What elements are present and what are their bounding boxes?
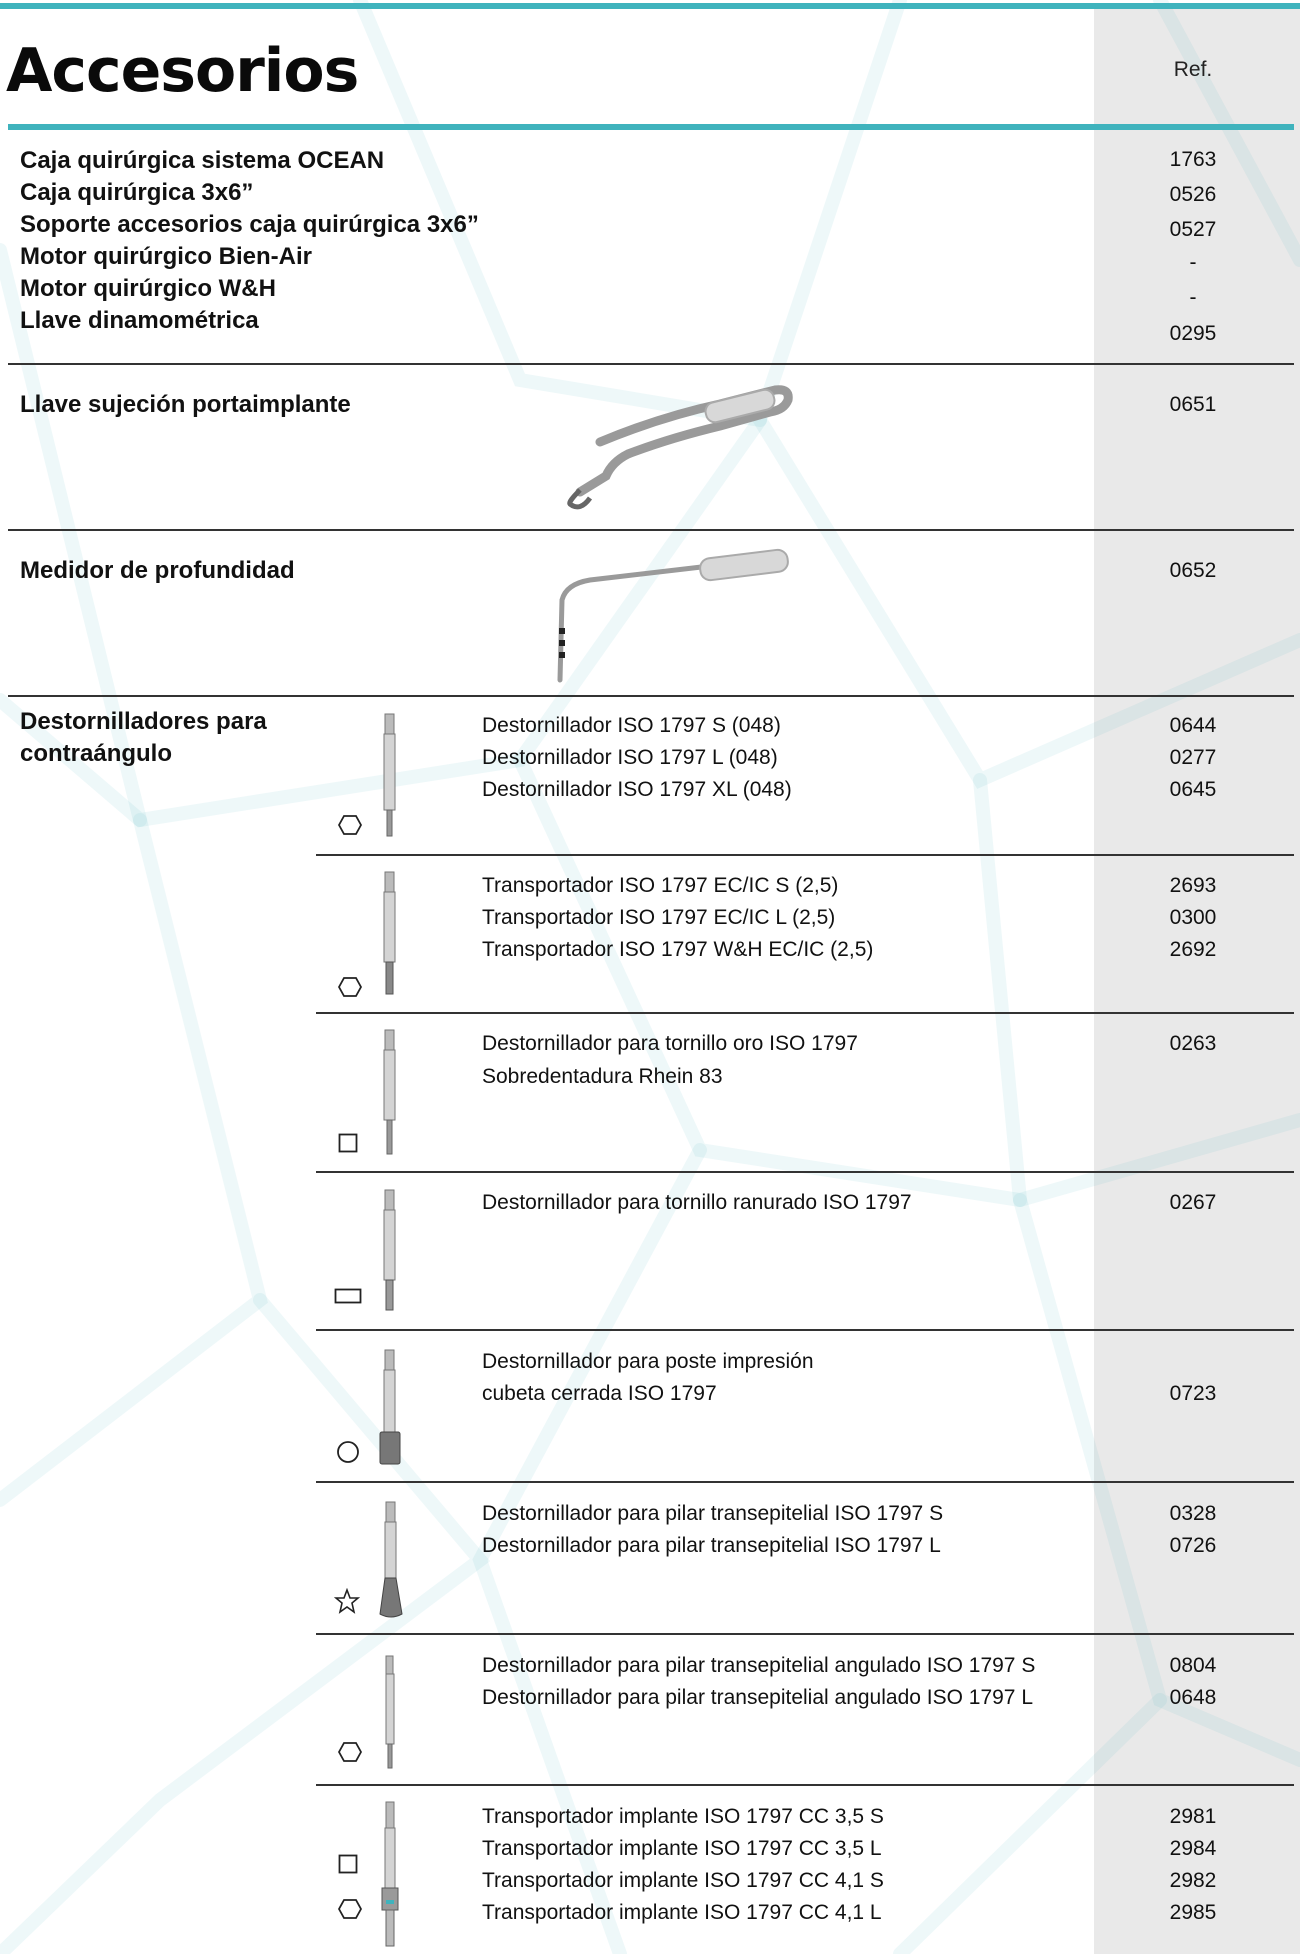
ref-value: 0804: [1169, 1654, 1217, 1677]
top-accent-bar: [0, 3, 1300, 9]
impression-post-driver-icon: [379, 1349, 401, 1465]
item-text: Destornillador para pilar transepitelial…: [482, 1534, 941, 1557]
item-text: Destornillador para pilar transepitelial…: [482, 1654, 1036, 1677]
ref-value: 2984: [1169, 1837, 1217, 1860]
item-text: Destornillador ISO 1797 XL (048): [482, 778, 792, 801]
ref-value: 0527: [1169, 218, 1217, 241]
hexagon-icon: [338, 1899, 362, 1919]
item-label: Llave dinamométrica: [20, 307, 259, 334]
item-text: Transportador implante ISO 1797 CC 4,1 S: [482, 1869, 884, 1892]
section-label: contraángulo: [20, 740, 173, 767]
ref-value: -: [1189, 286, 1197, 309]
square-icon: [338, 1133, 358, 1153]
group-divider: [316, 1171, 1294, 1173]
item-text: Destornillador para pilar transepitelial…: [482, 1686, 1034, 1709]
implant-transporter-icon: [381, 1801, 399, 1947]
abutment-driver-icon: [379, 1501, 403, 1618]
item-text: Destornillador para poste impresión: [482, 1350, 814, 1373]
item-label: Caja quirúrgica sistema OCEAN: [20, 147, 385, 174]
section-label: Destornilladores para: [20, 708, 267, 735]
hexagon-icon: [338, 815, 362, 835]
ref-value: 2982: [1169, 1869, 1217, 1892]
group-divider: [316, 1012, 1294, 1014]
ref-value: 0277: [1169, 746, 1217, 769]
item-text: Transportador implante ISO 1797 CC 3,5 L: [482, 1837, 882, 1860]
ref-value: 0644: [1169, 714, 1217, 737]
ref-value: 0267: [1169, 1191, 1217, 1214]
page-title: Accesorios: [6, 36, 359, 106]
angled-abutment-driver-icon: [385, 1655, 395, 1769]
ref-value: 0723: [1169, 1382, 1217, 1405]
ref-value: 1763: [1169, 148, 1217, 171]
ref-value: 0726: [1169, 1534, 1217, 1557]
section-divider: [8, 363, 1294, 365]
hexagon-icon: [338, 1742, 362, 1762]
item-text: Destornillador para tornillo ranurado IS…: [482, 1191, 912, 1214]
section-divider: [8, 529, 1294, 531]
slot-icon: [334, 1288, 362, 1304]
ref-value: 2693: [1169, 874, 1217, 897]
wrench-icon: [567, 385, 793, 510]
item-text: Sobredentadura Rhein 83: [482, 1065, 723, 1088]
section-divider: [8, 695, 1294, 697]
circle-icon: [337, 1441, 359, 1463]
item-label: Soporte accesorios caja quirúrgica 3x6”: [20, 211, 479, 238]
title-underline-bar: [8, 124, 1294, 130]
item-label: Motor quirúrgico W&H: [20, 275, 276, 302]
ref-column-header: Ref.: [1173, 58, 1213, 81]
group-divider: [316, 1481, 1294, 1483]
slotted-screwdriver-icon: [383, 1189, 396, 1311]
item-text: Transportador ISO 1797 EC/IC L (2,5): [482, 906, 836, 929]
ref-value: 0526: [1169, 183, 1217, 206]
ref-value: 0295: [1169, 322, 1217, 345]
item-text: Destornillador para tornillo oro ISO 179…: [482, 1032, 858, 1055]
group-divider: [316, 1784, 1294, 1786]
ref-value: 0300: [1169, 906, 1217, 929]
group-divider: [316, 1633, 1294, 1635]
item-text: Transportador ISO 1797 EC/IC S (2,5): [482, 874, 839, 897]
ref-value: 0648: [1169, 1686, 1217, 1709]
group-divider: [316, 1329, 1294, 1331]
square-icon: [338, 1854, 358, 1874]
ref-value: 0652: [1169, 559, 1217, 582]
ref-value: 0328: [1169, 1502, 1217, 1525]
ref-column-background: [1094, 8, 1300, 1954]
depth-gauge-icon: [557, 548, 789, 683]
ref-value: 0651: [1169, 393, 1217, 416]
item-text: Destornillador ISO 1797 L (048): [482, 746, 778, 769]
item-text: Transportador ISO 1797 W&H EC/IC (2,5): [482, 938, 874, 961]
item-label: Medidor de profundidad: [20, 557, 295, 584]
screwdriver-icon: [383, 1029, 396, 1155]
ref-value: 2985: [1169, 1901, 1217, 1924]
hexagon-icon: [338, 977, 362, 997]
item-text: Destornillador para pilar transepitelial…: [482, 1502, 944, 1525]
star-icon: [334, 1588, 360, 1614]
ref-value: 0645: [1169, 778, 1217, 801]
item-text: cubeta cerrada ISO 1797: [482, 1382, 717, 1405]
item-label: Motor quirúrgico Bien-Air: [20, 243, 312, 270]
item-text: Destornillador ISO 1797 S (048): [482, 714, 781, 737]
item-label: Caja quirúrgica 3x6”: [20, 179, 254, 206]
group-divider: [316, 854, 1294, 856]
ref-value: 2692: [1169, 938, 1217, 961]
item-label: Llave sujeción portaimplante: [20, 391, 351, 418]
screwdriver-icon: [383, 713, 396, 837]
item-text: Transportador implante ISO 1797 CC 3,5 S: [482, 1805, 884, 1828]
item-text: Transportador implante ISO 1797 CC 4,1 L: [482, 1901, 882, 1924]
ref-value: 2981: [1169, 1805, 1217, 1828]
ref-value: 0263: [1169, 1032, 1217, 1055]
transporter-icon: [383, 871, 396, 995]
ref-value: -: [1189, 251, 1197, 274]
